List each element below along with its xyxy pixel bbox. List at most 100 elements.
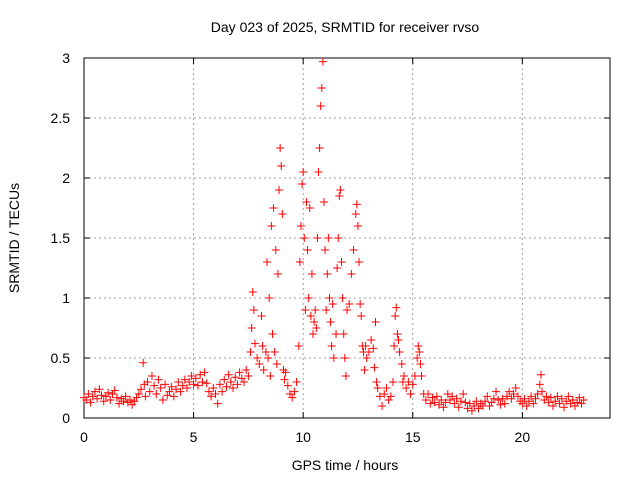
data-point	[193, 381, 202, 390]
data-point	[302, 198, 311, 206]
data-point	[220, 375, 229, 384]
data-point	[161, 380, 170, 389]
data-point	[373, 384, 382, 392]
data-point	[305, 204, 314, 212]
data-point	[339, 330, 348, 338]
data-point	[187, 372, 196, 380]
data-point	[341, 372, 350, 380]
data-point	[413, 354, 422, 362]
data-point	[527, 392, 536, 401]
chart-title: Day 023 of 2025, SRMTID for receiver rvs…	[211, 19, 480, 35]
data-point	[82, 396, 91, 404]
data-point	[389, 378, 398, 386]
data-point	[316, 102, 325, 110]
data-point	[255, 360, 264, 368]
data-point	[178, 381, 187, 390]
data-point	[448, 392, 457, 401]
data-point	[416, 360, 425, 368]
data-point	[496, 400, 505, 409]
data-point	[345, 300, 354, 308]
data-point	[579, 396, 588, 404]
data-point	[452, 394, 461, 403]
y-tick-label: 2.5	[51, 110, 71, 126]
data-point	[533, 390, 542, 398]
data-point	[150, 381, 159, 390]
data-point	[343, 306, 351, 314]
ticks: 0 5 10 15 20 0 0.5 1 1.5 2 2.5 3	[51, 50, 610, 445]
data-point	[299, 168, 308, 176]
data-point	[154, 375, 163, 384]
data-point	[489, 394, 498, 403]
data-point	[264, 354, 273, 362]
data-point	[313, 234, 322, 242]
data-point	[99, 397, 108, 406]
data-point	[319, 198, 328, 206]
data-point	[520, 394, 529, 403]
x-tick-label: 10	[295, 429, 311, 445]
data-point	[200, 368, 209, 377]
data-point	[136, 385, 145, 394]
data-point	[292, 378, 301, 386]
data-point	[283, 381, 292, 390]
data-point	[310, 318, 319, 326]
data-point	[152, 390, 161, 398]
data-point	[335, 192, 344, 200]
data-point	[257, 312, 266, 320]
data-point	[88, 392, 97, 401]
data-point	[86, 398, 95, 407]
data-point	[323, 270, 332, 278]
x-tick-label: 0	[80, 429, 88, 445]
data-point	[222, 382, 231, 391]
data-point	[467, 406, 476, 415]
data-point	[106, 396, 115, 404]
data-point	[266, 372, 275, 380]
data-point	[259, 366, 268, 374]
data-point	[258, 342, 267, 350]
data-point	[204, 387, 213, 396]
data-point	[380, 390, 389, 398]
data-point	[191, 374, 200, 383]
data-point	[295, 258, 304, 266]
data-point	[247, 324, 256, 332]
data-point	[513, 392, 522, 401]
data-point	[209, 384, 218, 392]
data-point	[507, 394, 516, 403]
data-point	[522, 402, 531, 410]
data-point	[312, 324, 321, 332]
data-point	[509, 390, 518, 398]
data-point	[465, 399, 474, 408]
y-tick-label: 0	[62, 410, 70, 426]
data-point	[198, 378, 207, 386]
data-point	[326, 318, 335, 326]
data-point	[174, 378, 183, 386]
data-point	[382, 384, 391, 392]
data-point	[165, 387, 174, 396]
data-point	[233, 380, 242, 389]
data-point	[235, 368, 244, 377]
data-point	[483, 392, 492, 401]
y-axis-label: SRMTID / TECUs	[6, 183, 22, 293]
data-point	[546, 393, 555, 402]
data-point	[307, 270, 316, 278]
data-point	[244, 372, 253, 380]
data-point	[428, 393, 437, 402]
data-point	[311, 306, 320, 314]
data-point	[224, 370, 233, 379]
data-point	[202, 379, 211, 388]
data-point	[432, 392, 441, 401]
data-point	[272, 360, 281, 368]
data-point	[300, 234, 309, 242]
data-point	[317, 84, 326, 92]
data-point	[492, 387, 501, 396]
data-point	[426, 399, 435, 408]
data-point	[536, 370, 545, 379]
data-point	[207, 392, 216, 401]
data-point	[304, 294, 313, 302]
data-point	[544, 398, 553, 407]
data-point	[242, 366, 251, 374]
data-point	[268, 330, 277, 338]
data-point	[226, 378, 235, 386]
data-point	[456, 397, 465, 406]
data-point	[347, 270, 356, 278]
